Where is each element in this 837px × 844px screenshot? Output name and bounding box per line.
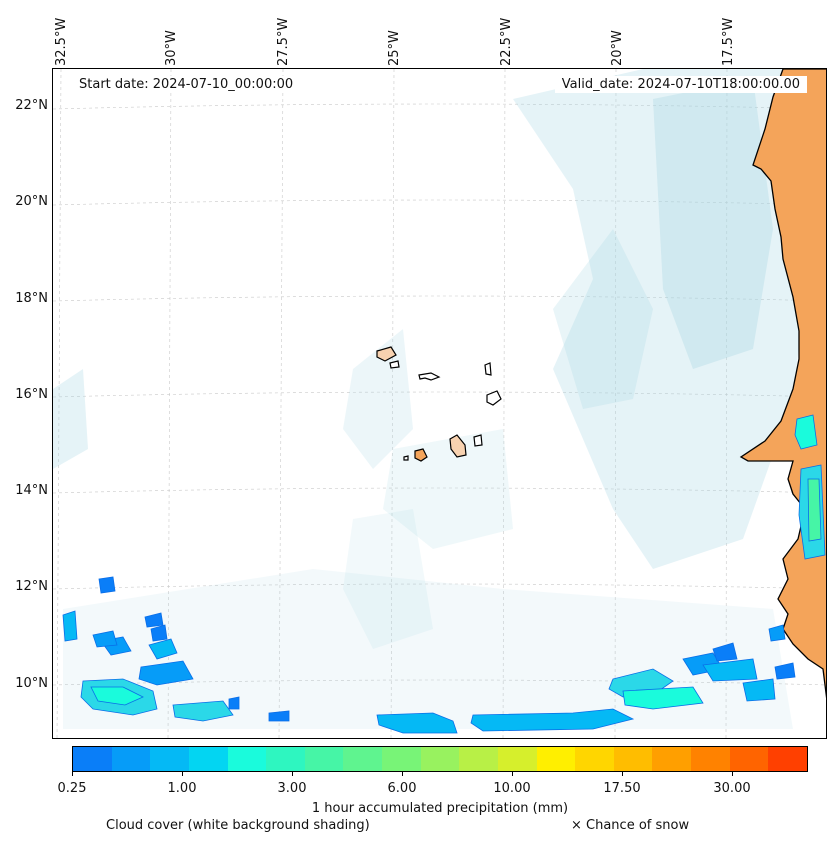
island-sao-vicente (389, 360, 400, 369)
island-fogo (414, 448, 428, 462)
island-sao-nicolau (418, 372, 441, 381)
latitude-label: 12°N (15, 579, 48, 594)
latitude-label: 10°N (15, 676, 48, 691)
colorbar-swatch (768, 747, 807, 771)
cloud-cover-shading (53, 69, 813, 729)
colorbar-tickmark (732, 772, 733, 776)
cape-verde-islands (376, 346, 502, 462)
colorbar-label: 1 hour accumulated precipitation (mm) (311, 801, 569, 816)
precipitation-cells (62, 414, 826, 734)
colorbar-swatch (652, 747, 691, 771)
island-sal (484, 362, 492, 376)
colorbar-tick-label: 10.00 (493, 781, 531, 796)
colorbar-tick-label: 1.00 (167, 781, 197, 796)
island-boa-vista (486, 390, 502, 406)
colorbar-tick-label: 17.50 (603, 781, 641, 796)
colorbar-swatch (304, 747, 344, 771)
colorbar-swatch (111, 747, 151, 771)
colorbar-swatch (729, 747, 769, 771)
colorbar-swatch (266, 747, 305, 771)
colorbar-swatch (343, 747, 382, 771)
colorbar-swatch (420, 747, 460, 771)
colorbar-tick-label: 3.00 (277, 781, 307, 796)
colorbar-swatch (188, 747, 228, 771)
valid-date-label: Valid_date: 2024-07-10T18:00:00.00 (554, 76, 807, 93)
start-date-label: Start date: 2024-07-10_00:00:00 (72, 76, 301, 93)
colorbar-swatch (497, 747, 537, 771)
precipitation-colorbar (72, 746, 808, 772)
colorbar-tickmark (402, 772, 403, 776)
colorbar-tickmark (72, 772, 73, 776)
map-canvas (53, 69, 826, 738)
colorbar-swatch (691, 747, 730, 771)
colorbar-swatch (575, 747, 614, 771)
colorbar-swatch (227, 747, 267, 771)
longitude-label: 32.5°W (54, 17, 69, 66)
latitude-label: 22°N (15, 98, 48, 113)
island-maio (473, 434, 483, 447)
colorbar-tickmark (622, 772, 623, 776)
colorbar-tick-label: 0.25 (57, 781, 87, 796)
colorbar-swatch (536, 747, 576, 771)
longitude-label: 22.5°W (499, 17, 514, 66)
colorbar-swatch (150, 747, 189, 771)
colorbar-tick-label: 30.00 (713, 781, 751, 796)
latitude-label: 18°N (15, 291, 48, 306)
longitude-label: 27.5°W (276, 17, 291, 66)
latitude-label: 14°N (15, 483, 48, 498)
colorbar-swatch (73, 747, 112, 771)
island-brava (403, 455, 409, 461)
weather-map[interactable] (52, 68, 827, 739)
longitude-label: 20°W (610, 30, 625, 66)
island-santiago (449, 434, 467, 458)
latitude-label: 20°N (15, 194, 48, 209)
snow-chance-note: × Chance of snow (571, 818, 690, 833)
longitude-label: 25°W (387, 30, 402, 66)
colorbar-tickmark (182, 772, 183, 776)
cloud-cover-note: Cloud cover (white background shading) (106, 818, 370, 833)
longitude-label: 17.5°W (721, 17, 736, 66)
latitude-label: 16°N (15, 387, 48, 402)
colorbar-tick-label: 6.00 (387, 781, 417, 796)
colorbar-tickmark (512, 772, 513, 776)
colorbar-swatch (459, 747, 498, 771)
island-santo-antao (376, 346, 397, 362)
longitude-label: 30°W (164, 30, 179, 66)
colorbar-swatch (382, 747, 421, 771)
colorbar-tickmark (292, 772, 293, 776)
colorbar-swatch (613, 747, 653, 771)
